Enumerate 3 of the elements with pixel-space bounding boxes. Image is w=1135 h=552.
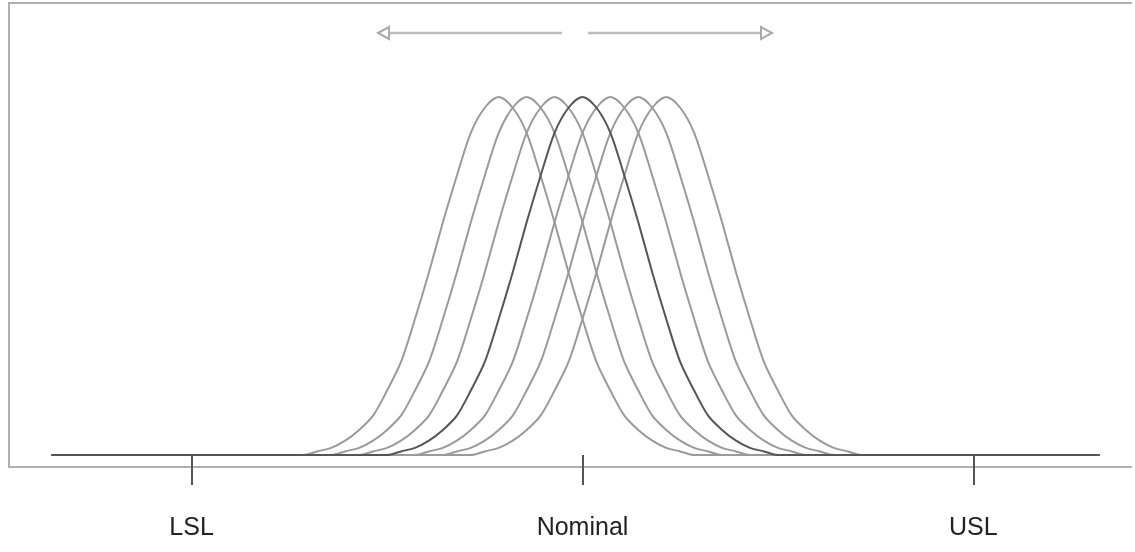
x-tick-label: USL bbox=[949, 511, 998, 540]
x-tick-label: Nominal bbox=[536, 511, 629, 540]
x-tick-label: LSL bbox=[169, 511, 214, 540]
